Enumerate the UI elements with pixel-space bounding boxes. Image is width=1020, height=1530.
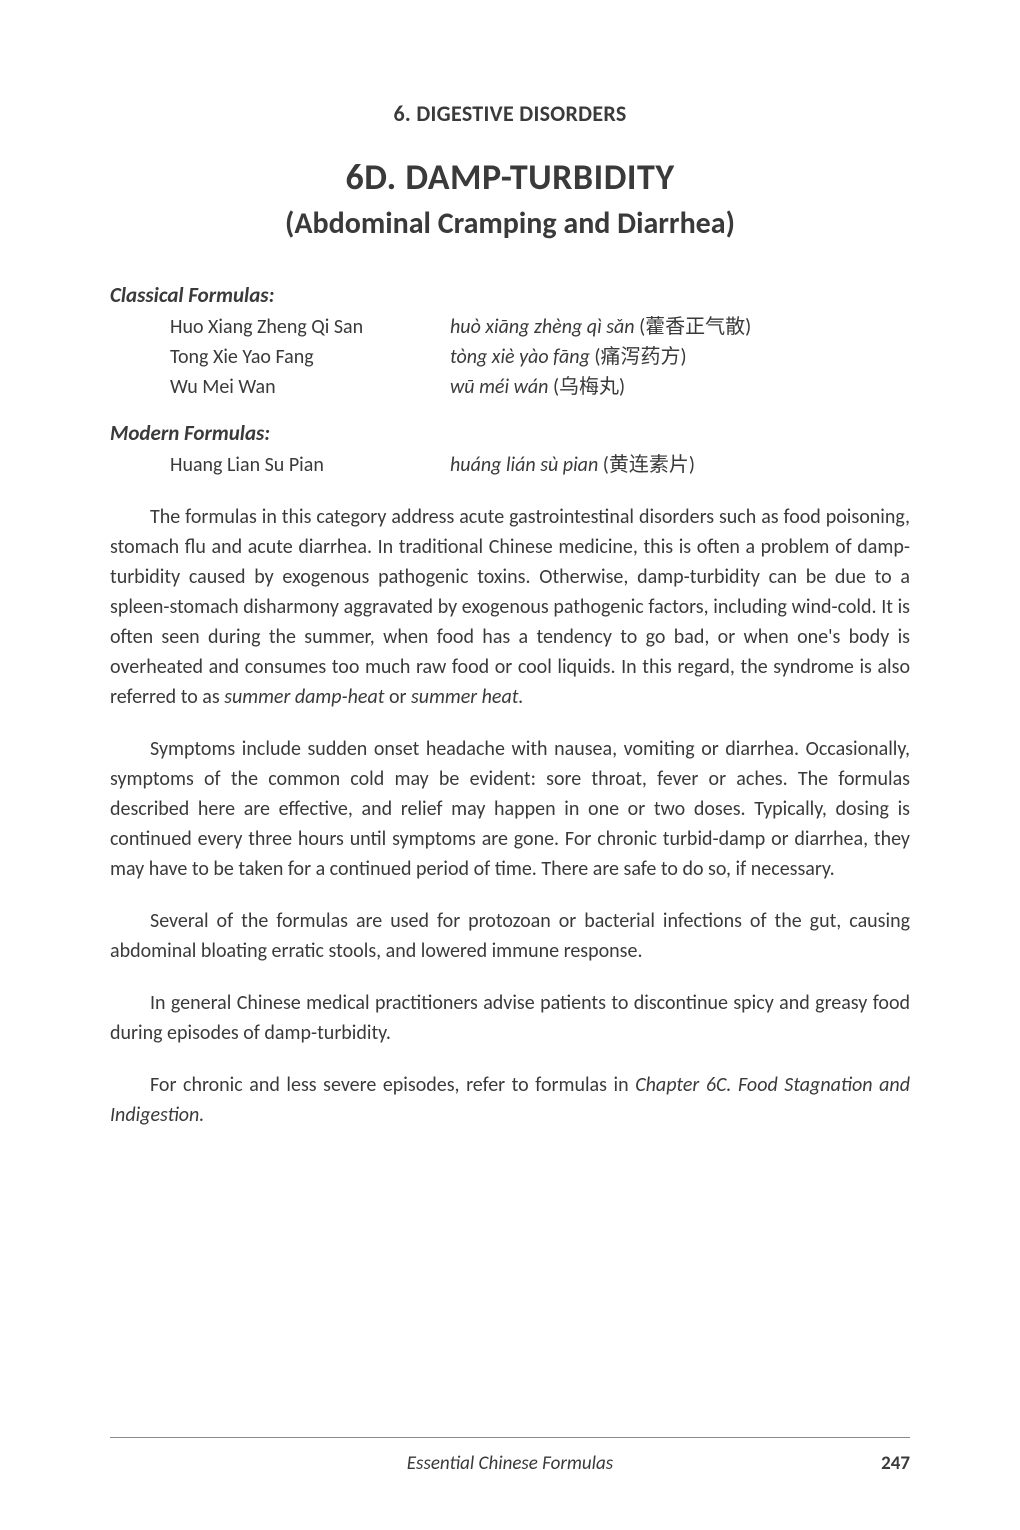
emphasis: summer heat.: [411, 685, 524, 709]
formula-han: (乌梅丸): [548, 375, 625, 399]
modern-formulas-list: Huang Lian Su Pian huáng lián sù pian (黄…: [110, 450, 910, 480]
formula-name: Huo Xiang Zheng Qi San: [170, 312, 450, 342]
formula-name: Wu Mei Wan: [170, 372, 450, 402]
page-title: 6D. DAMP-TURBIDITY: [110, 155, 910, 199]
formula-translit: wū méi wán (乌梅丸): [450, 372, 625, 402]
formula-name: Tong Xie Yao Fang: [170, 342, 450, 372]
footer-page-number: 247: [850, 1452, 910, 1475]
body-paragraph: Symptoms include sudden onset headache w…: [110, 734, 910, 884]
formula-pinyin: huò xiāng zhèng qì sǎn: [450, 315, 635, 339]
chapter-label: 6. DIGESTIVE DISORDERS: [110, 100, 910, 127]
formula-translit: huò xiāng zhèng qì sǎn (藿香正气散): [450, 312, 751, 342]
list-item: Tong Xie Yao Fang tòng xiè yào fāng (痛泻药…: [170, 342, 910, 372]
body-paragraph: Several of the formulas are used for pro…: [110, 906, 910, 966]
page: 6. DIGESTIVE DISORDERS 6D. DAMP-TURBIDIT…: [0, 0, 1020, 1530]
list-item: Huo Xiang Zheng Qi San huò xiāng zhèng q…: [170, 312, 910, 342]
text-run: The formulas in this category address ac…: [110, 505, 910, 709]
modern-formulas-heading: Modern Formulas:: [110, 420, 910, 446]
body-paragraph: For chronic and less severe episodes, re…: [110, 1070, 910, 1130]
text-run: For chronic and less severe episodes, re…: [150, 1073, 635, 1097]
footer-book-title: Essential Chinese Formulas: [170, 1452, 850, 1475]
list-item: Huang Lian Su Pian huáng lián sù pian (黄…: [170, 450, 910, 480]
formula-han: (痛泻药方): [590, 345, 687, 369]
body-paragraph: The formulas in this category address ac…: [110, 502, 910, 712]
classical-formulas-list: Huo Xiang Zheng Qi San huò xiāng zhèng q…: [110, 312, 910, 402]
page-subtitle: (Abdominal Cramping and Diarrhea): [110, 205, 910, 242]
body-paragraph: In general Chinese medical practitioners…: [110, 988, 910, 1048]
page-footer: Essential Chinese Formulas 247: [110, 1437, 910, 1475]
emphasis: summer damp-heat: [224, 685, 384, 709]
formula-translit: tòng xiè yào fāng (痛泻药方): [450, 342, 687, 372]
list-item: Wu Mei Wan wū méi wán (乌梅丸): [170, 372, 910, 402]
text-run: or: [384, 685, 411, 709]
formula-pinyin: huáng lián sù pian: [450, 453, 598, 477]
formula-name: Huang Lian Su Pian: [170, 450, 450, 480]
formula-translit: huáng lián sù pian (黄连素片): [450, 450, 695, 480]
formula-han: (黄连素片): [598, 453, 695, 477]
formula-pinyin: tòng xiè yào fāng: [450, 345, 590, 369]
formula-pinyin: wū méi wán: [450, 375, 548, 399]
formula-han: (藿香正气散): [635, 315, 752, 339]
classical-formulas-heading: Classical Formulas:: [110, 282, 910, 308]
